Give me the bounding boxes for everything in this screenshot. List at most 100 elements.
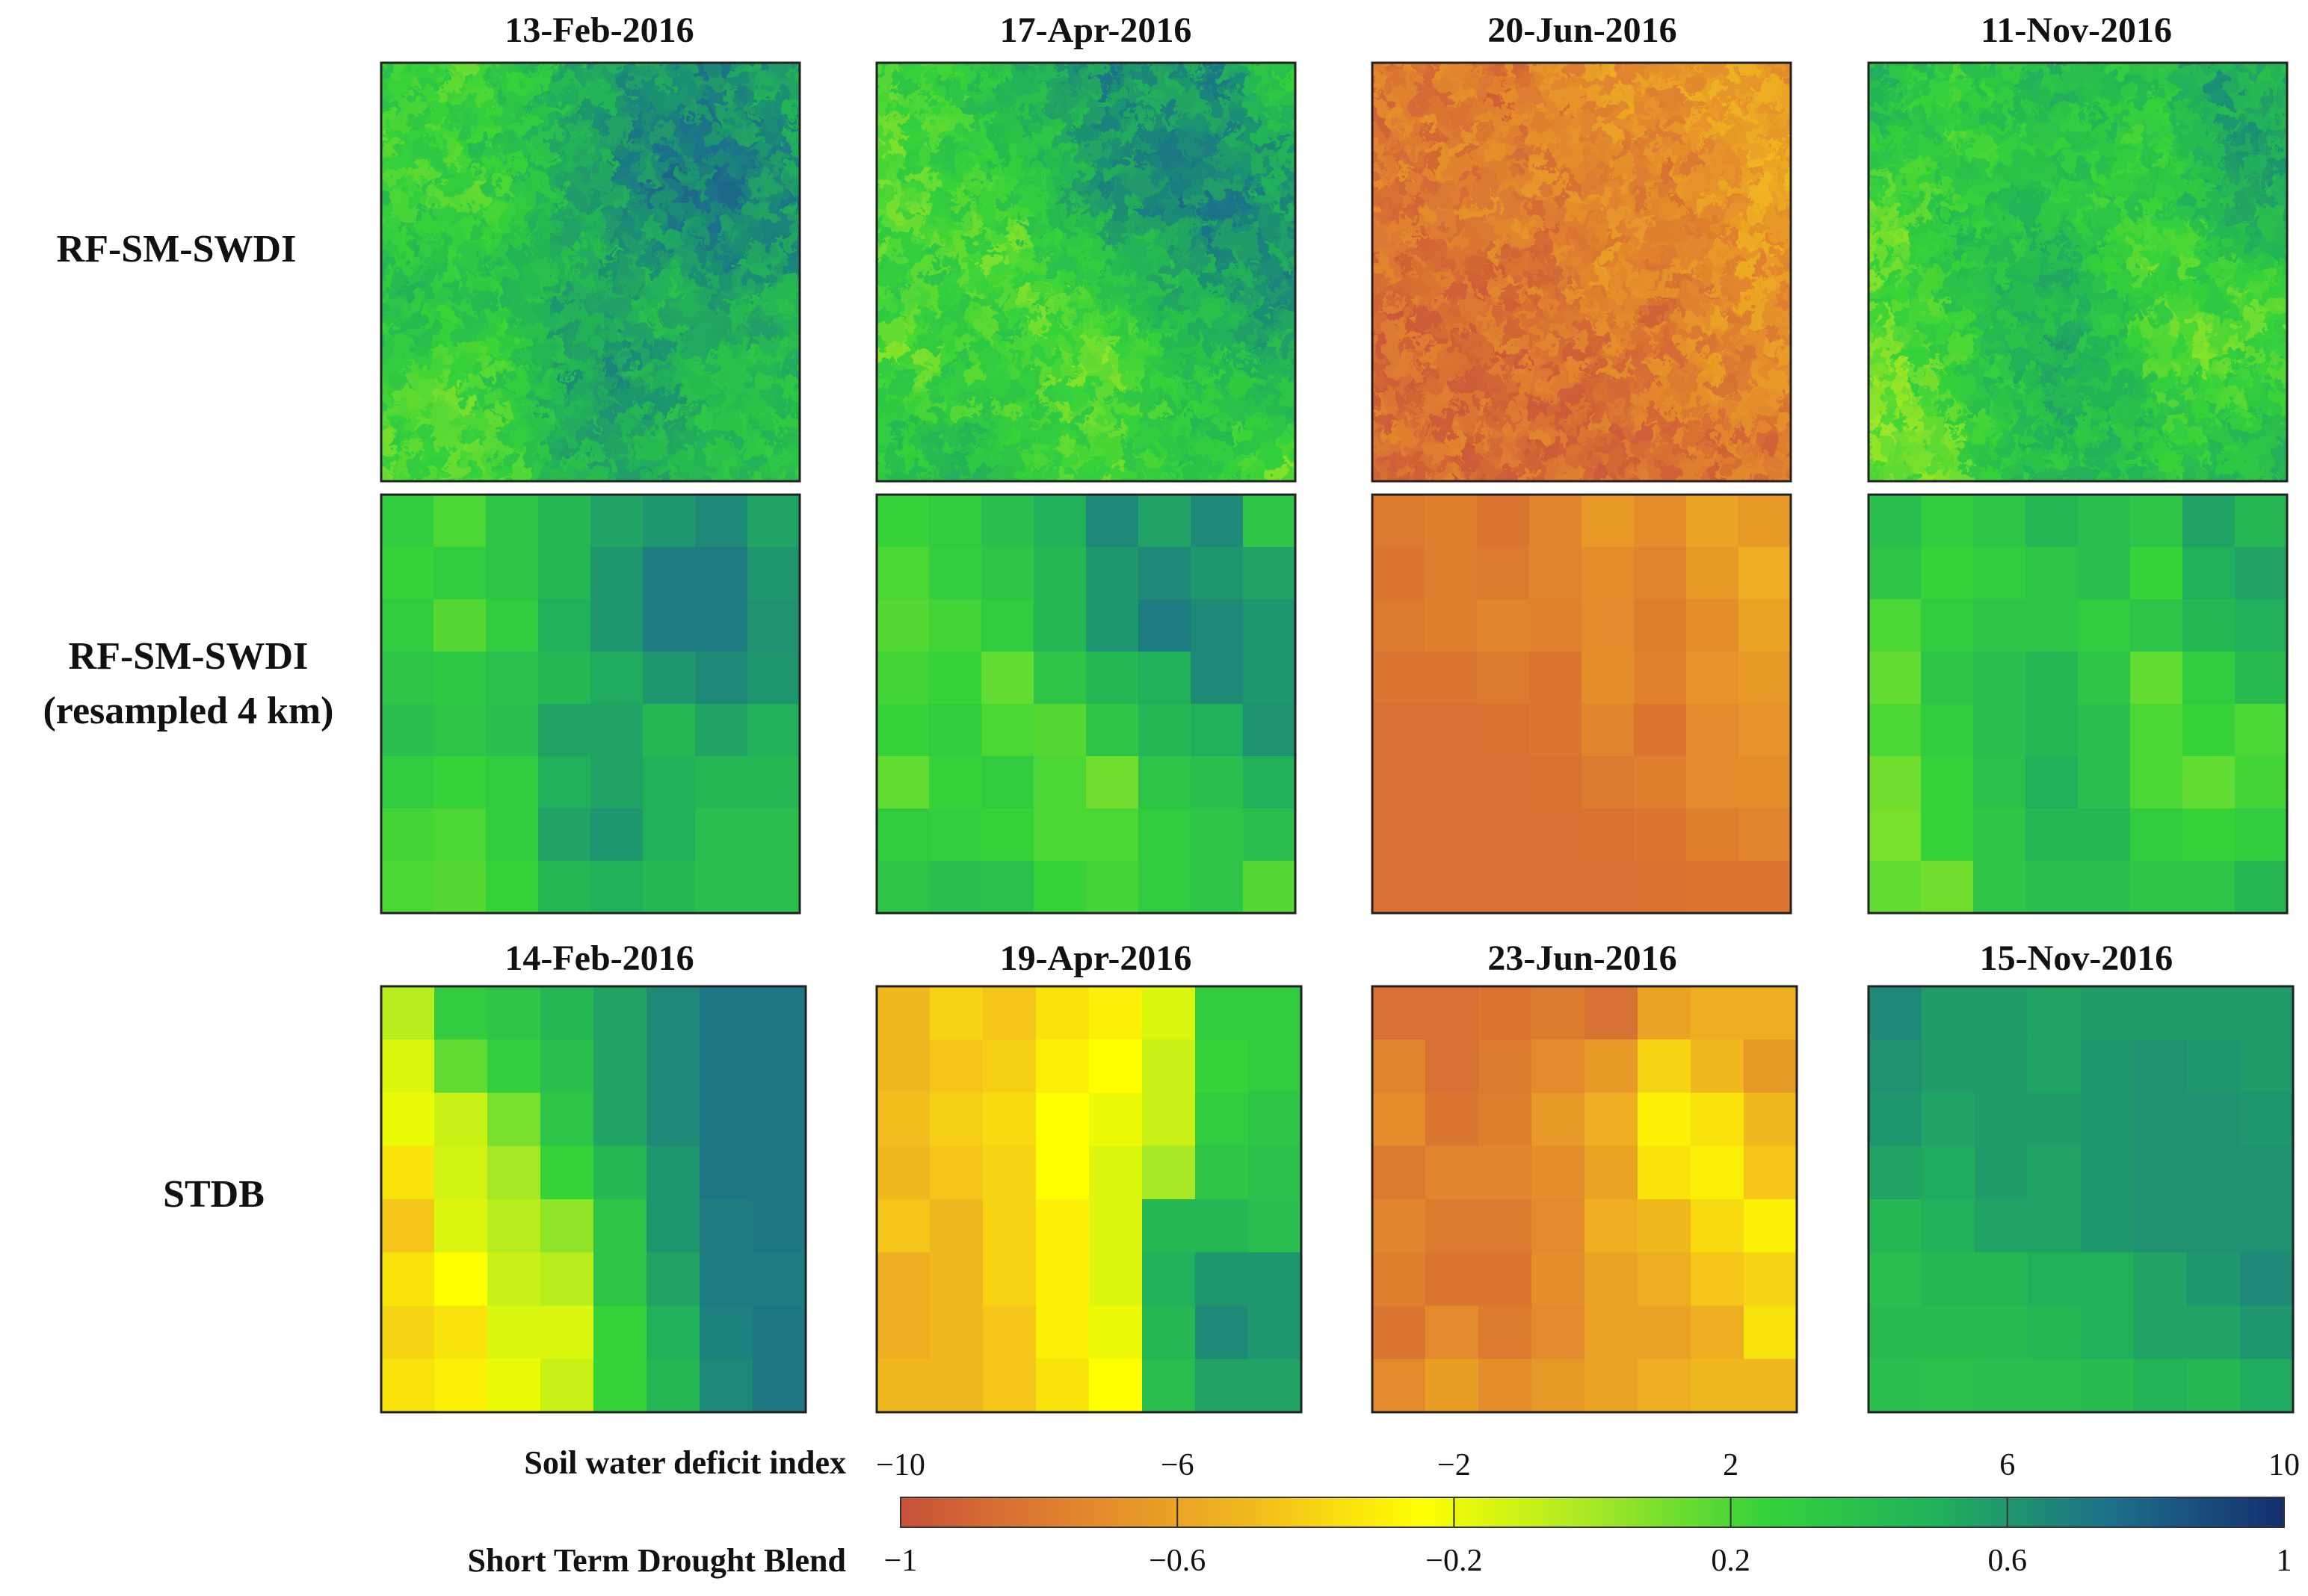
rf-resampled-cell <box>1582 861 1635 914</box>
fine-map-cell <box>460 389 474 403</box>
fine-map-cell <box>1582 115 1596 129</box>
fine-map-cell <box>942 442 956 456</box>
fine-map-cell <box>1503 63 1517 64</box>
fine-map-cell <box>1777 298 1791 312</box>
fine-map-cell <box>1765 89 1779 103</box>
fine-map-cell <box>1699 442 1713 456</box>
fine-map-cell <box>1973 194 1987 208</box>
fine-map-cell <box>2287 63 2301 76</box>
fine-map-cell <box>1346 429 1360 442</box>
fine-map-cell <box>1243 180 1257 194</box>
fine-map-cell <box>2222 37 2236 50</box>
fine-map-cell <box>1686 429 1700 443</box>
fine-map-cell <box>525 455 539 469</box>
rf-resampled-cell <box>929 756 982 809</box>
fine-map-cell <box>877 272 891 286</box>
fine-map-cell <box>1791 102 1804 116</box>
fine-map-cell <box>981 311 996 325</box>
fine-map-cell <box>1203 403 1218 417</box>
fine-map-cell <box>1282 63 1295 77</box>
fine-map-cell <box>981 442 996 456</box>
fine-map-cell <box>708 206 722 220</box>
fine-map-cell <box>1791 181 1804 194</box>
fine-map-cell <box>1634 206 1648 220</box>
fine-map-cell <box>629 180 644 194</box>
stdb-cell <box>930 1199 984 1253</box>
fine-map-cell <box>577 75 591 90</box>
fine-map-cell <box>695 259 709 273</box>
stdb-cell <box>381 1305 435 1360</box>
fine-map-cell <box>864 390 877 403</box>
fine-map-cell <box>446 167 460 182</box>
fine-map-cell <box>981 429 996 443</box>
fine-map-cell <box>916 89 930 103</box>
fine-map-cell <box>1451 324 1465 338</box>
fine-map-cell <box>721 442 735 456</box>
fine-map-cell <box>1164 415 1179 430</box>
fine-map-cell <box>1881 259 1895 273</box>
fine-map-cell <box>877 389 891 403</box>
fine-map-cell <box>1138 115 1153 129</box>
fine-map-cell <box>1725 89 1739 103</box>
fine-map-cell <box>1869 259 1883 273</box>
fine-map-cell <box>1112 350 1126 365</box>
stdb-cell <box>700 1358 753 1413</box>
fine-map-cell <box>617 206 631 220</box>
fine-map-cell <box>381 167 382 182</box>
fine-map-cell <box>1398 37 1412 50</box>
fine-map-cell <box>1660 89 1674 103</box>
fine-map-cell <box>1999 259 2014 273</box>
fine-map-cell <box>981 350 996 365</box>
fine-map-cell <box>890 481 904 495</box>
fine-map-cell <box>1477 377 1491 391</box>
fine-map-cell <box>864 37 877 50</box>
fine-map-cell <box>643 415 657 430</box>
fine-map-cell <box>1385 232 1399 247</box>
fine-map-cell <box>446 324 460 338</box>
fine-map-cell <box>1594 220 1608 234</box>
fine-map-cell <box>942 194 956 208</box>
fine-map-cell <box>1437 415 1451 430</box>
fine-map-cell <box>669 154 683 168</box>
fine-map-cell <box>786 115 800 129</box>
rf-resampled-cell <box>1243 756 1296 809</box>
fine-map-cell <box>1986 246 2000 260</box>
fine-map-cell <box>916 311 930 325</box>
fine-map-cell <box>1791 455 1804 468</box>
fine-map-cell <box>877 415 891 430</box>
fine-map-cell <box>747 194 762 208</box>
stdb-cell <box>540 986 594 1040</box>
fine-map-cell <box>1516 259 1530 273</box>
fine-map-cell <box>1765 285 1779 299</box>
fine-map-cell <box>929 311 943 325</box>
stdb-map-panel <box>1371 985 1798 1414</box>
fine-map-cell <box>1125 377 1139 391</box>
fine-map-cell <box>1203 259 1218 273</box>
rf-resampled-cell <box>877 808 930 862</box>
fine-map-cell <box>1282 89 1295 103</box>
fine-map-cell <box>1398 75 1413 90</box>
fine-map-cell <box>1425 75 1439 90</box>
fine-map-cell <box>1164 468 1179 481</box>
fine-map-cell <box>1490 324 1504 338</box>
fine-map-cell <box>955 272 969 286</box>
fine-map-cell <box>1594 194 1608 208</box>
fine-map-cell <box>1869 154 1883 168</box>
fine-map-cell <box>1529 298 1543 312</box>
fine-map-cell <box>1125 324 1139 338</box>
fine-map-cell <box>1777 285 1791 299</box>
fine-map-cell <box>2143 220 2157 234</box>
fine-map-cell <box>1686 246 1700 260</box>
fine-map-cell <box>903 442 917 456</box>
fine-map-cell <box>1073 455 1087 469</box>
fine-map-cell <box>916 377 930 391</box>
fine-map-cell <box>955 75 969 90</box>
fine-map-cell <box>864 115 877 129</box>
fine-map-cell <box>2038 128 2052 142</box>
fine-map-cell <box>1112 102 1126 116</box>
fine-map-cell <box>864 141 877 155</box>
rf-resampled-cell <box>981 652 1034 705</box>
fine-map-cell <box>1594 272 1608 286</box>
fine-map-cell <box>1608 455 1622 469</box>
fine-map-cell <box>1203 363 1218 377</box>
